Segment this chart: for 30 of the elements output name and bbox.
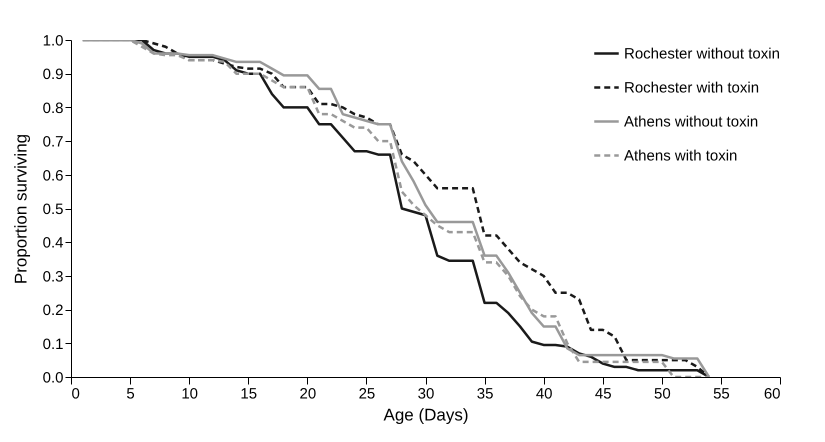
y-axis-title: Proportion surviving xyxy=(12,134,31,284)
y-tick-label: 0.1 xyxy=(42,336,64,353)
x-axis-title: Age (Days) xyxy=(383,406,469,424)
y-tick-label: 0.8 xyxy=(42,100,64,117)
legend-label: Athens with toxin xyxy=(624,148,738,164)
x-tick-label: 60 xyxy=(764,386,780,402)
y-tick-label: 0.7 xyxy=(42,134,64,151)
y-tick-label: 0.2 xyxy=(42,302,64,320)
x-tick-label: 20 xyxy=(299,386,316,402)
legend-label: Athens without toxin xyxy=(624,114,758,130)
legend-label: Rochester with toxin xyxy=(624,80,760,96)
x-tick-label: 5 xyxy=(126,386,135,402)
x-tick-label: 50 xyxy=(654,386,671,402)
legend-label: Rochester without toxin xyxy=(624,46,780,62)
y-tick-label: 0.6 xyxy=(42,167,64,184)
y-tick-label: 0.0 xyxy=(42,370,64,386)
x-tick-label: 40 xyxy=(536,386,553,402)
y-tick-label: 0.9 xyxy=(42,66,64,84)
x-tick-label: 10 xyxy=(181,386,198,402)
x-tick-label: 35 xyxy=(476,386,494,402)
y-tick-label: 0.4 xyxy=(42,234,64,252)
x-tick-label: 45 xyxy=(594,386,612,402)
y-tick-label: 0.5 xyxy=(42,201,64,218)
y-tick-label: 1.0 xyxy=(42,32,64,50)
x-tick-label: 30 xyxy=(418,386,434,402)
x-tick-label: 0 xyxy=(72,386,80,402)
x-tick-label: 25 xyxy=(358,386,376,402)
x-tick-label: 55 xyxy=(713,386,730,402)
x-tick-label: 15 xyxy=(240,386,258,402)
y-tick-label: 0.3 xyxy=(42,268,64,286)
